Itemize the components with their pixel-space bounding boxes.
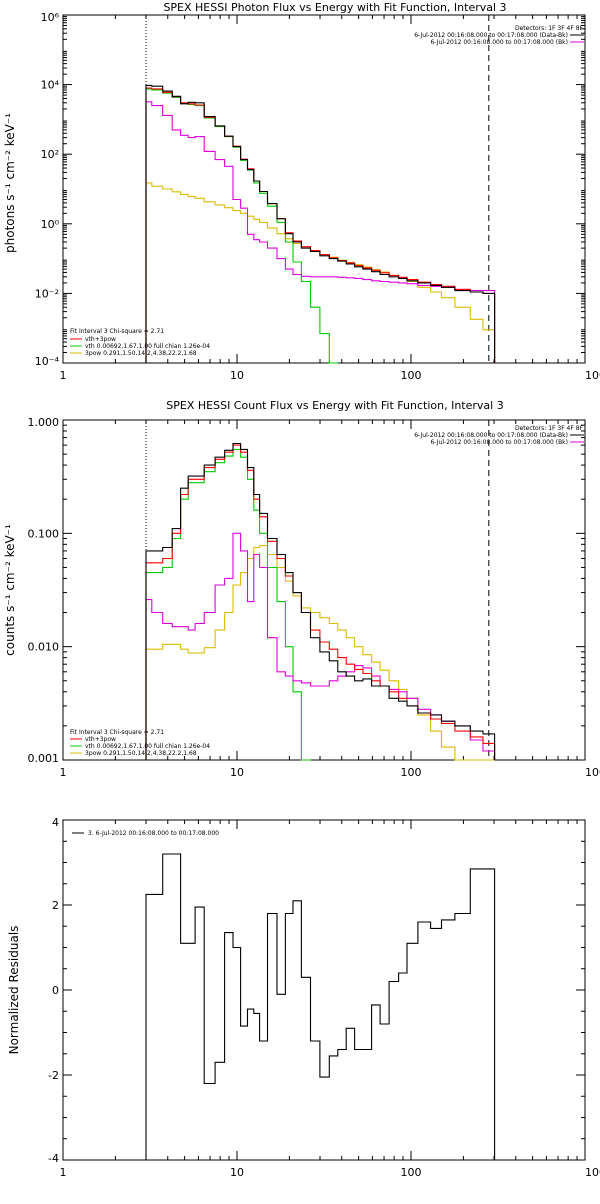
x-tick-label: 10 <box>230 369 244 382</box>
count-flux-legend-vth: vth 0.00692,1.67,1.00 full chian 1.26e-0… <box>85 743 210 750</box>
count-flux-legend-bottom: Fit Interval 3 Chi-square = 2.71 vth+3po… <box>70 729 210 757</box>
y-tick-label: 2 <box>52 899 59 912</box>
series-bk <box>145 532 496 760</box>
x-tick-label: 100 <box>401 369 422 382</box>
series-data-bk <box>145 442 496 760</box>
count-flux-title: SPEX HESSI Count Flux vs Energy with Fit… <box>166 399 503 412</box>
x-tick-label: 1000 <box>585 1166 600 1179</box>
y-tick-label: 0 <box>52 984 59 997</box>
series-3pow <box>145 182 496 363</box>
y-tick-label: 10⁴ <box>41 79 60 92</box>
residuals-plot-area <box>62 819 586 1161</box>
y-tick-label: 10⁻² <box>35 287 59 300</box>
series-vth <box>145 88 339 364</box>
y-tick-label: 1.000 <box>28 416 60 429</box>
residuals-chart: Normalized Residuals 1 10 100 1000 -4 -2 0 2 4 3… <box>7 816 600 1179</box>
series-data-bk <box>145 84 496 363</box>
y-tick-label: 0.010 <box>28 641 60 654</box>
x-tick-label: 1 <box>60 1166 67 1179</box>
count-flux-legend-vth3pow: vth+3pow <box>85 736 116 743</box>
count-flux-legend-bk: 6-Jul-2012 00:16:08.000 to 00:17:08.000 … <box>430 439 568 446</box>
photon-flux-legend-top: Detectors: 1F 3F 4F 8F 6-Jul-2012 00:16:… <box>414 25 584 46</box>
count-flux-legend-detectors: Detectors: 1F 3F 4F 8F <box>515 425 584 432</box>
count-flux-plot-area <box>62 419 586 761</box>
y-tick-label: 4 <box>52 816 59 829</box>
x-tick-label: 10 <box>230 766 244 779</box>
y-tick-label: 10² <box>41 148 59 161</box>
series-vth <box>145 448 312 761</box>
count-flux-ylabel: counts s⁻¹ cm⁻² keV⁻¹ <box>3 524 17 656</box>
photon-flux-legend-bk: 6-Jul-2012 00:16:08.000 to 00:17:08.000 … <box>430 39 568 46</box>
photon-flux-plot-area <box>62 14 586 364</box>
photon-flux-legend-bottom: Fit Interval 3 Chi-square = 2.71 vth+3po… <box>70 328 210 357</box>
x-tick-label: 1000 <box>585 766 600 779</box>
count-flux-legend-data-bk: 6-Jul-2012 00:16:08.000 to 00:17:08.000 … <box>414 432 568 439</box>
photon-flux-legend-vth: vth 0.00692,1.67,1.00 full chian 1.26e-0… <box>85 343 210 350</box>
photon-flux-legend-data-bk: 6-Jul-2012 00:16:08.000 to 00:17:08.000 … <box>414 32 568 39</box>
count-flux-legend-fit: Fit Interval 3 Chi-square = 2.71 <box>70 729 164 736</box>
x-tick-label: 1000 <box>585 369 600 382</box>
photon-flux-ylabel: photons s⁻¹ cm⁻² keV⁻¹ <box>3 113 17 253</box>
x-tick-label: 10 <box>230 1166 244 1179</box>
x-tick-label: 1 <box>60 369 67 382</box>
y-tick-label: 10⁶ <box>41 11 60 24</box>
photon-flux-legend-vth3pow: vth+3pow <box>85 336 116 343</box>
photon-flux-legend-detectors: Detectors: 1F 3F 4F 8F <box>515 25 584 32</box>
photon-flux-legend-fit: Fit Interval 3 Chi-square = 2.71 <box>70 328 164 335</box>
x-tick-label: 1 <box>60 766 67 779</box>
y-tick-label: -2 <box>48 1069 59 1082</box>
y-tick-label: 0.001 <box>28 752 60 765</box>
y-tick-label: 0.100 <box>28 527 60 540</box>
count-flux-chart: SPEX HESSI Count Flux vs Energy with Fit… <box>3 399 600 779</box>
residuals-legend-label: 3. 6-Jul-2012 00:16:08.000 to 00:17:08.0… <box>88 830 219 837</box>
photon-flux-chart: SPEX HESSI Photon Flux vs Energy with Fi… <box>3 1 600 382</box>
y-tick-label: 10⁻⁴ <box>35 355 60 368</box>
series-bk <box>145 101 496 363</box>
photon-flux-title: SPEX HESSI Photon Flux vs Energy with Fi… <box>163 1 506 14</box>
y-tick-label: -4 <box>48 1152 59 1165</box>
count-flux-legend-top: Detectors: 1F 3F 4F 8F 6-Jul-2012 00:16:… <box>414 425 584 446</box>
series-3-6-jul-2012-00-16-08-000-to-00-17-08-000 <box>145 853 496 1160</box>
series-vth-3pow <box>145 444 496 760</box>
residuals-ylabel: Normalized Residuals <box>7 926 21 1055</box>
photon-flux-legend-3pow: 3pow 0.291,1.50,14.2,4.38,22.2,1.68 <box>85 350 197 357</box>
x-tick-label: 100 <box>401 766 422 779</box>
residuals-legend: 3. 6-Jul-2012 00:16:08.000 to 00:17:08.0… <box>72 830 219 837</box>
y-tick-label: 10⁰ <box>41 218 60 231</box>
x-tick-label: 100 <box>401 1166 422 1179</box>
count-flux-legend-3pow: 3pow 0.291,1.50,14.2,4.38,22.2,1.68 <box>85 750 197 757</box>
series-3pow <box>145 545 495 761</box>
